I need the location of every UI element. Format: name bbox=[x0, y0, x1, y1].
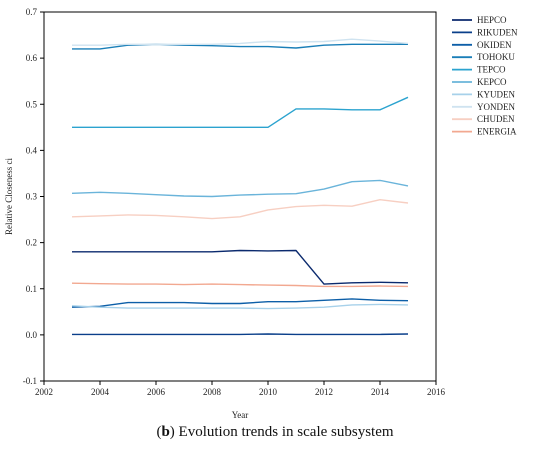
x-tick-label: 2006 bbox=[147, 387, 166, 397]
y-tick-label: 0.3 bbox=[26, 192, 38, 202]
series-line-yonden bbox=[72, 38, 409, 46]
y-tick-label: 0.1 bbox=[26, 284, 37, 294]
legend: HEPCO RIKUDEN OKIDEN TOHOKU TEPCO KEPCO KYUDEN… bbox=[452, 15, 518, 137]
caption-label: b bbox=[161, 424, 170, 440]
caption-text: Evolution trends in scale subsystem bbox=[174, 424, 394, 440]
series-line-energia bbox=[71, 282, 409, 288]
legend-label-kepco: KEPCO bbox=[477, 77, 507, 87]
series-lines bbox=[71, 38, 409, 336]
legend-label-tepco: TEPCO bbox=[477, 65, 506, 75]
plot-frame bbox=[43, 11, 437, 382]
y-tick-label: 0.0 bbox=[26, 330, 38, 340]
y-axis-title: Relative Closeness ci bbox=[4, 158, 14, 235]
legend-label-rikuden: RIKUDEN bbox=[477, 27, 518, 37]
y-tick-label: 0.6 bbox=[26, 53, 38, 63]
y-tick-label: 0.4 bbox=[26, 145, 38, 155]
x-tick-label: 2002 bbox=[35, 387, 53, 397]
legend-label-chuden: CHUDEN bbox=[477, 114, 515, 124]
series-line-chuden bbox=[71, 198, 409, 220]
x-tick-label: 2010 bbox=[259, 387, 278, 397]
legend-label-energia: ENERGIA bbox=[477, 127, 517, 137]
x-axis-title: Year bbox=[232, 410, 249, 420]
series-line-tohoku bbox=[72, 43, 408, 50]
x-tick-label: 2004 bbox=[91, 387, 110, 397]
x-tick-label: 2008 bbox=[203, 387, 222, 397]
x-tick-label: 2012 bbox=[315, 387, 333, 397]
x-tick-label: 2014 bbox=[371, 387, 390, 397]
y-tick-label: 0.2 bbox=[26, 238, 37, 248]
y-tick-label: 0.7 bbox=[26, 7, 38, 17]
series-line-hepco bbox=[72, 249, 409, 285]
legend-label-okiden: OKIDEN bbox=[477, 40, 512, 50]
x-tick-label: 2016 bbox=[427, 387, 446, 397]
legend-label-yonden: YONDEN bbox=[477, 102, 515, 112]
y-tick-label: -0.1 bbox=[23, 376, 37, 386]
series-line-kepco bbox=[71, 179, 409, 198]
legend-label-hepco: HEPCO bbox=[477, 15, 507, 25]
figure-caption: (b) Evolution trends in scale subsystem bbox=[156, 424, 394, 440]
x-axis-ticks: 2002 2004 2006 2008 2010 2012 2014 2016 bbox=[35, 381, 446, 397]
legend-label-tohoku: TOHOKU bbox=[477, 52, 515, 62]
series-line-okiden bbox=[71, 298, 409, 308]
y-axis-ticks: -0.1 0.0 0.1 0.2 0.3 0.4 0.5 0.6 0.7 bbox=[23, 7, 44, 386]
series-line-tepco bbox=[72, 96, 409, 129]
y-tick-label: 0.5 bbox=[26, 99, 38, 109]
legend-label-kyuden: KYUDEN bbox=[477, 89, 515, 99]
series-line-kyuden bbox=[71, 303, 409, 310]
plot-border bbox=[43, 11, 437, 382]
